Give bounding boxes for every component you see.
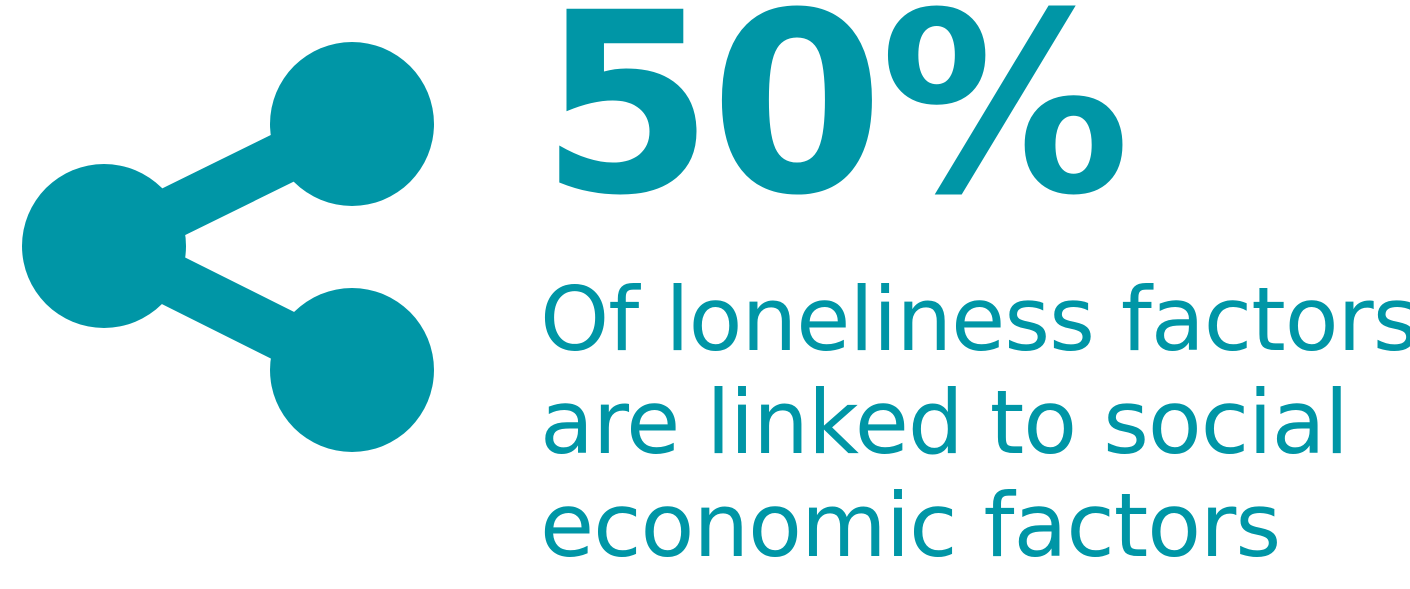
caption-line-3: economic factors <box>540 474 1281 577</box>
share-icon <box>22 42 434 452</box>
stat-caption: Of loneliness factors are linked to soci… <box>540 268 1410 577</box>
stat-value: 50% <box>540 0 1130 250</box>
caption-line-2: are linked to social <box>540 371 1349 474</box>
caption-line-1: Of loneliness factors <box>540 268 1410 371</box>
